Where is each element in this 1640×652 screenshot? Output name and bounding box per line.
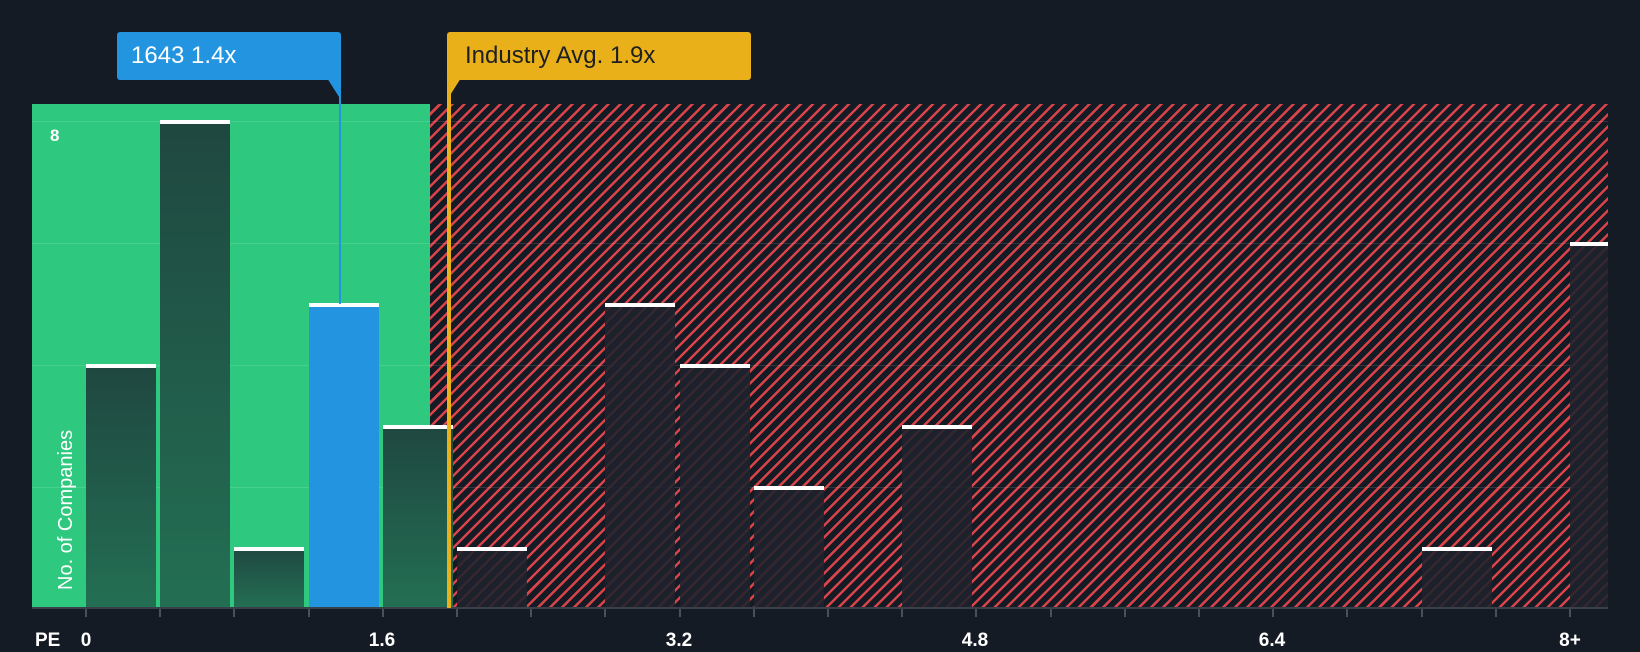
y-tick-label-8: 8 [50, 126, 60, 145]
bar-top-marker [382, 425, 453, 429]
histogram-bar-0.8-1.2 [234, 547, 305, 608]
x-tick-label-0: 0 [80, 630, 92, 651]
company-pe-callout: 1643 1.4x [117, 32, 341, 80]
company-marker-line [339, 68, 341, 304]
x-tick [1494, 609, 1497, 617]
x-tick [901, 609, 904, 617]
x-tick [381, 609, 384, 617]
histogram-bar-7.2-7.6 [1421, 547, 1492, 608]
x-tick [1346, 609, 1349, 617]
bar-top-marker [1421, 547, 1492, 551]
industry-average-callout: Industry Avg. 1.9x [447, 32, 751, 80]
x-tick [604, 609, 607, 617]
histogram-bar-1.2-1.6 [308, 303, 379, 608]
bar-top-marker [308, 303, 379, 307]
bar-top-marker [86, 364, 156, 368]
x-tick [530, 609, 533, 617]
histogram-bar-0-0.4 [86, 364, 156, 608]
x-tick-label-6-4: 6.4 [1258, 630, 1286, 651]
histogram-bar-3.6-4.0 [753, 486, 824, 608]
bar-top-marker [902, 425, 973, 429]
x-tick [975, 609, 978, 617]
x-tick [85, 609, 87, 617]
x-tick [678, 609, 681, 617]
histogram-bar-4.4-4.8 [902, 425, 973, 608]
x-tick-label-8-plus: 8+ [1559, 630, 1581, 651]
histogram-bar-1.6-2.0 [382, 425, 453, 608]
bar-top-marker [457, 547, 527, 551]
bar-top-marker [753, 486, 824, 490]
x-tick [307, 609, 310, 617]
histogram-bar-0.4-0.8 [160, 120, 231, 608]
gridline-8 [32, 121, 1608, 122]
bar-top-marker [234, 547, 305, 551]
gridline-6 [32, 243, 1608, 244]
x-tick [1198, 609, 1200, 617]
industry-average-line [447, 80, 451, 608]
x-tick [1420, 609, 1423, 617]
x-tick [1049, 609, 1052, 617]
industry-callout-pointer [447, 78, 461, 100]
x-tick [159, 609, 162, 617]
x-tick-label-4-8: 4.8 [961, 630, 989, 651]
bar-top-marker [1570, 242, 1608, 246]
x-tick [233, 609, 236, 617]
histogram-bar-2.0-2.4 [457, 547, 527, 608]
x-tick [1123, 609, 1126, 617]
y-axis-title: No. of Companies [55, 429, 77, 590]
x-axis-prefix: PE [35, 630, 61, 651]
bar-top-marker [605, 303, 676, 307]
histogram-bar-3.2-3.6 [679, 364, 750, 608]
x-tick [752, 609, 755, 617]
x-tick [1272, 609, 1275, 617]
x-tick [1569, 609, 1571, 617]
bar-top-marker [160, 120, 231, 124]
gridline-4 [32, 365, 1608, 366]
bar-top-marker [679, 364, 750, 368]
company-callout-pointer [327, 78, 341, 100]
x-tick [827, 609, 829, 617]
histogram-bar-8+ [1570, 242, 1608, 608]
x-axis-line [32, 607, 1608, 609]
x-tick-label-3-2: 3.2 [665, 630, 693, 651]
histogram-bar-2.8-3.2 [605, 303, 676, 608]
x-tick [456, 609, 458, 617]
x-tick-label-1-6: 1.6 [368, 630, 396, 651]
